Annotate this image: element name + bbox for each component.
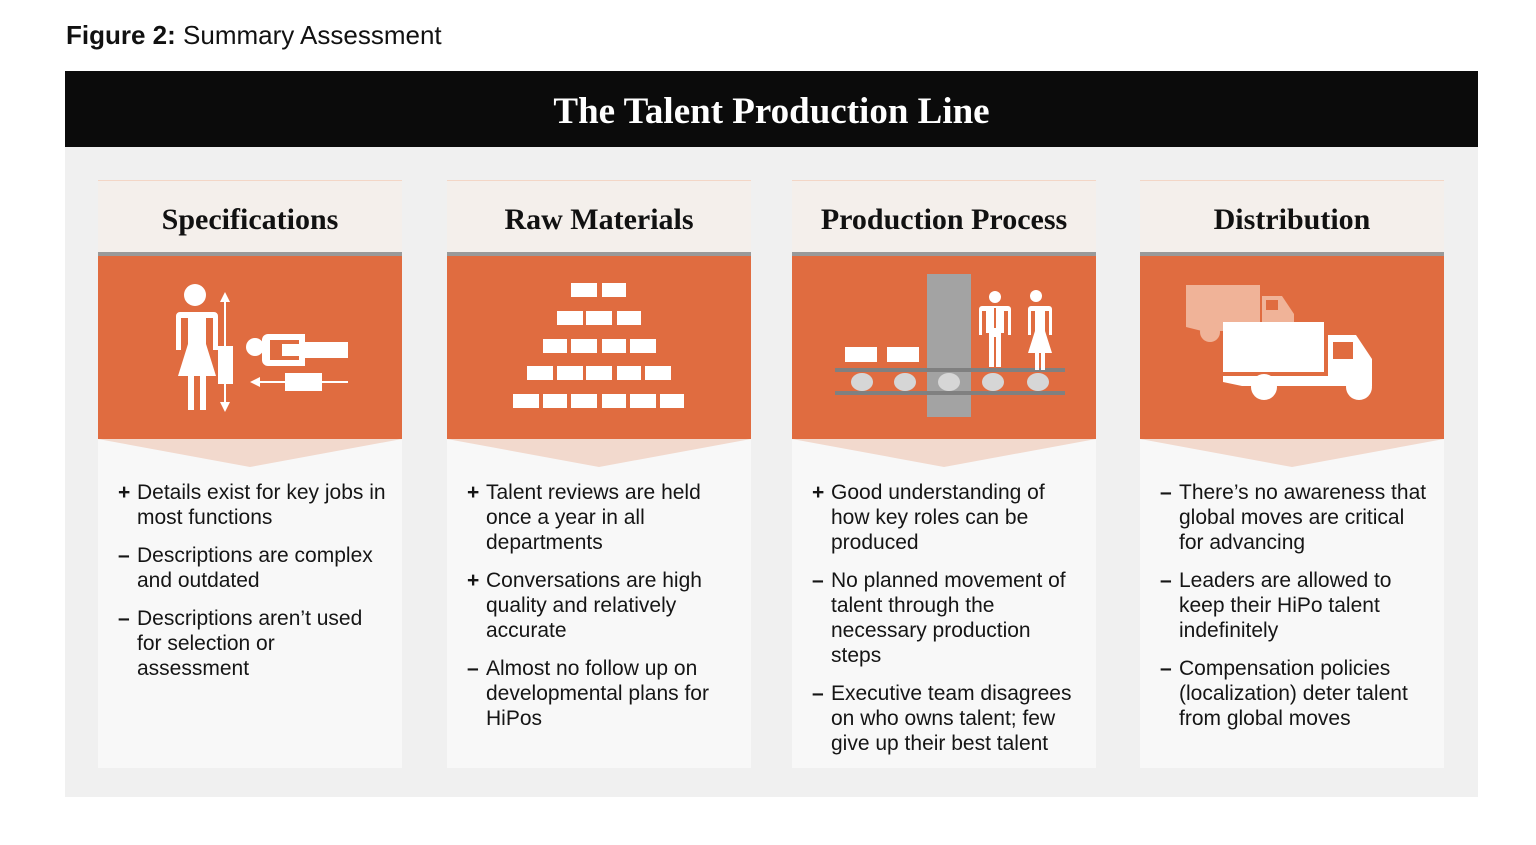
bullet-item: – Leaders are allowed to keep their HiPo … (1160, 569, 1392, 642)
bullet-item: + Conversations are high quality and rela… (467, 569, 702, 642)
brick-pyramid-icon (513, 283, 684, 408)
chevron-arrow (792, 439, 1096, 467)
figure-label: Figure 2: (66, 20, 176, 50)
figure-title: Summary Assessment (183, 20, 442, 50)
column-raw-materials: Raw Materials + Talent reviews are held o… (447, 180, 751, 768)
bullet-item: – There’s no awareness that global moves … (1160, 481, 1427, 554)
divider (1140, 252, 1444, 256)
icon-panel (98, 256, 402, 439)
icon-panel (1140, 256, 1444, 439)
diagram-panel: The Talent Production Line Specification… (65, 71, 1478, 797)
bullet-list: + Good understanding of how key roles can… (812, 480, 1082, 769)
bullet-item: – Compensation policies (localization) de… (1160, 657, 1408, 730)
column-distribution: Distribution (1140, 180, 1444, 768)
column-title: Raw Materials (447, 180, 751, 253)
column-title: Specifications (98, 180, 402, 253)
bullet-item: + Talent reviews are held once a year in … (467, 481, 701, 554)
banner-title: The Talent Production Line (65, 71, 1478, 147)
column-title: Production Process (792, 180, 1096, 253)
delivery-trucks-icon (1186, 285, 1372, 400)
bullet-item: – No planned movement of talent through t… (812, 569, 1066, 667)
column-production-process: Production Process (792, 180, 1096, 768)
column-specifications: Specifications (98, 180, 402, 768)
chevron-arrow (447, 439, 751, 467)
chevron-arrow (1140, 439, 1444, 467)
bullet-item: + Good understanding of how key roles can… (812, 481, 1045, 554)
conveyor-belt-people-icon (835, 274, 1065, 417)
figure-caption: Figure 2: Summary Assessment (66, 18, 442, 52)
bullet-item: – Almost no follow up on developmental pl… (467, 657, 709, 730)
bullet-list: – There’s no awareness that global moves … (1160, 480, 1430, 744)
divider (447, 252, 751, 256)
icon-panel (447, 256, 751, 439)
icon-panel (792, 256, 1096, 439)
divider (98, 252, 402, 256)
bullet-item: – Executive team disagrees on who owns ta… (812, 682, 1072, 755)
bullet-list: + Details exist for key jobs in most func… (118, 480, 388, 694)
chevron-arrow (98, 439, 402, 467)
bullet-list: + Talent reviews are held once a year in … (467, 480, 737, 744)
bullet-item: + Details exist for key jobs in most func… (118, 481, 386, 529)
specifications-measure-person-icon (176, 284, 348, 412)
bullet-item: – Descriptions are complex and outdated (118, 544, 373, 592)
column-title: Distribution (1140, 180, 1444, 253)
divider (792, 252, 1096, 256)
bullet-item: – Descriptions aren’t used for selection … (118, 607, 363, 680)
